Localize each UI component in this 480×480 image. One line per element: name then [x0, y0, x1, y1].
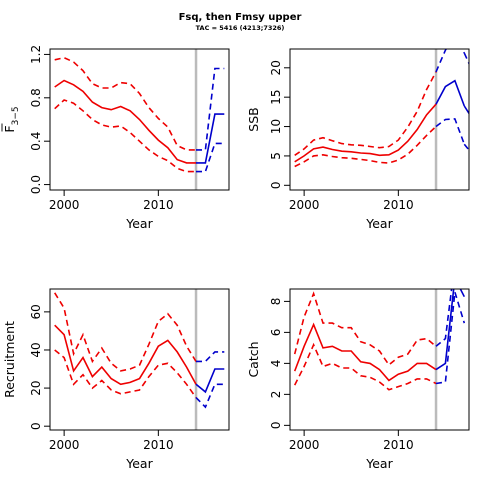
ssb-series: [294, 49, 469, 168]
recruitment-ylabel: Recruitment: [2, 321, 17, 398]
panel-recruitment: 0 20 40 60 2000 2010 Year Recruitment: [2, 288, 230, 471]
ssb-history-lower-line: [294, 125, 437, 168]
ssb-plot-frame: [289, 48, 470, 191]
fbar-history-median-line: [54, 79, 196, 164]
ssb-ytick-label: 5: [269, 152, 283, 160]
recruitment-forecast-upper-line: [196, 351, 225, 363]
fbar-forecast-upper-line: [196, 67, 225, 151]
catch-plot-frame: [289, 288, 470, 431]
recruitment-ytick-label: 40: [29, 342, 43, 357]
ssb-xlabel: Year: [365, 216, 393, 231]
fbar-plot-frame: [49, 48, 230, 191]
recruitment-forecast-median-line: [195, 368, 225, 394]
fbar-ytick-label: 0.4: [29, 132, 43, 151]
catch-forecast-upper-line: [435, 289, 453, 347]
ssb-forecast-upper-line: [435, 49, 466, 73]
ssb-forecast-median-ext: [463, 105, 469, 115]
ssb-forecast-upper-ext: [463, 52, 469, 66]
fbar-forecast-median-line: [196, 113, 225, 164]
ssb-history-upper-line: [294, 71, 437, 156]
catch-history-median-line: [293, 322, 437, 382]
figure-subtitle: TAC = 5416 (4213;7326): [196, 24, 285, 32]
ssb-forecast-lower-ext: [463, 143, 469, 152]
fbar-ytick-label: 0.8: [29, 88, 43, 107]
catch-ylabel-main: Catch: [246, 341, 261, 377]
fbar-ytick-label: 0.0: [29, 175, 43, 194]
catch-history-lower-line: [293, 342, 437, 391]
panel-catch: 0 2 4 6 8 2000 2010 Year Catch: [246, 288, 470, 471]
recruitment-ylabel-main: Recruitment: [2, 321, 17, 398]
ssb-history-median-line: [294, 103, 437, 163]
ssb-ytick-label: 15: [269, 90, 283, 105]
catch-forecast-lower-line: [435, 291, 466, 385]
ssb-ylabel-main: SSB: [246, 107, 261, 131]
recruitment-xlabel: Year: [125, 456, 153, 471]
recruitment-plot-frame: [49, 288, 230, 431]
ssb-ytick-label: 10: [269, 119, 283, 134]
fbar-series: [54, 56, 225, 173]
ssb-xtick-label: 2010: [383, 198, 414, 212]
fbar-xtick-label: 2010: [143, 198, 174, 212]
fbar-ylabel-main: F: [2, 125, 17, 132]
recruitment-history-lower-line: [54, 349, 197, 399]
ssb-ytick-label: 0: [269, 181, 283, 189]
recruitment-series: [54, 292, 225, 409]
panel-fbar: 0.0 0.4 0.8 1.2 2000 2010 Year F3−5: [1, 45, 230, 231]
fbar-ytick-label: 1.2: [29, 45, 43, 64]
catch-ytick-label: 6: [269, 329, 283, 337]
recruitment-history-upper-line: [54, 292, 197, 372]
panel-ssb: 0 5 10 15 20 2000 2010 Year SSB: [246, 48, 470, 231]
fbar-xtick-label: 2000: [49, 198, 80, 212]
ssb-ytick-label: 20: [269, 60, 283, 75]
fbar-forecast-lower-line: [196, 142, 225, 173]
recruitment-ytick-label: 0: [29, 422, 43, 430]
fbar-history-upper-line: [54, 56, 196, 151]
ssb-xtick-label: 2000: [289, 198, 320, 212]
recruitment-ytick-label: 60: [29, 304, 43, 319]
ssb-forecast-median-line: [435, 79, 466, 107]
recruitment-xtick-label: 2010: [143, 438, 174, 452]
fbar-history-lower-line: [54, 99, 196, 173]
fbar-ylabel: F3−5: [2, 106, 21, 132]
recruitment-history-median-line: [54, 324, 197, 386]
fbar-xlabel: Year: [125, 216, 153, 231]
catch-history-upper-line: [293, 291, 437, 367]
recruitment-ytick-label: 20: [29, 380, 43, 395]
catch-ytick-label: 2: [269, 391, 283, 399]
catch-xlabel: Year: [365, 456, 393, 471]
fbar-ylabel-sub: 3−5: [11, 106, 21, 125]
catch-forecast-median-line: [435, 289, 466, 371]
recruitment-xtick-label: 2000: [49, 438, 80, 452]
catch-ytick-label: 0: [269, 422, 283, 430]
ssb-forecast-lower-line: [435, 118, 466, 145]
catch-ylabel: Catch: [246, 341, 261, 377]
catch-ytick-label: 4: [269, 360, 283, 368]
catch-xtick-label: 2010: [383, 438, 414, 452]
catch-xtick-label: 2000: [289, 438, 320, 452]
catch-series: [293, 289, 466, 391]
figure-title: Fsq, then Fmsy upper: [179, 12, 302, 23]
recruitment-forecast-lower-line: [195, 383, 225, 409]
ssb-ylabel: SSB: [246, 107, 261, 131]
catch-ytick-label: 8: [269, 298, 283, 306]
